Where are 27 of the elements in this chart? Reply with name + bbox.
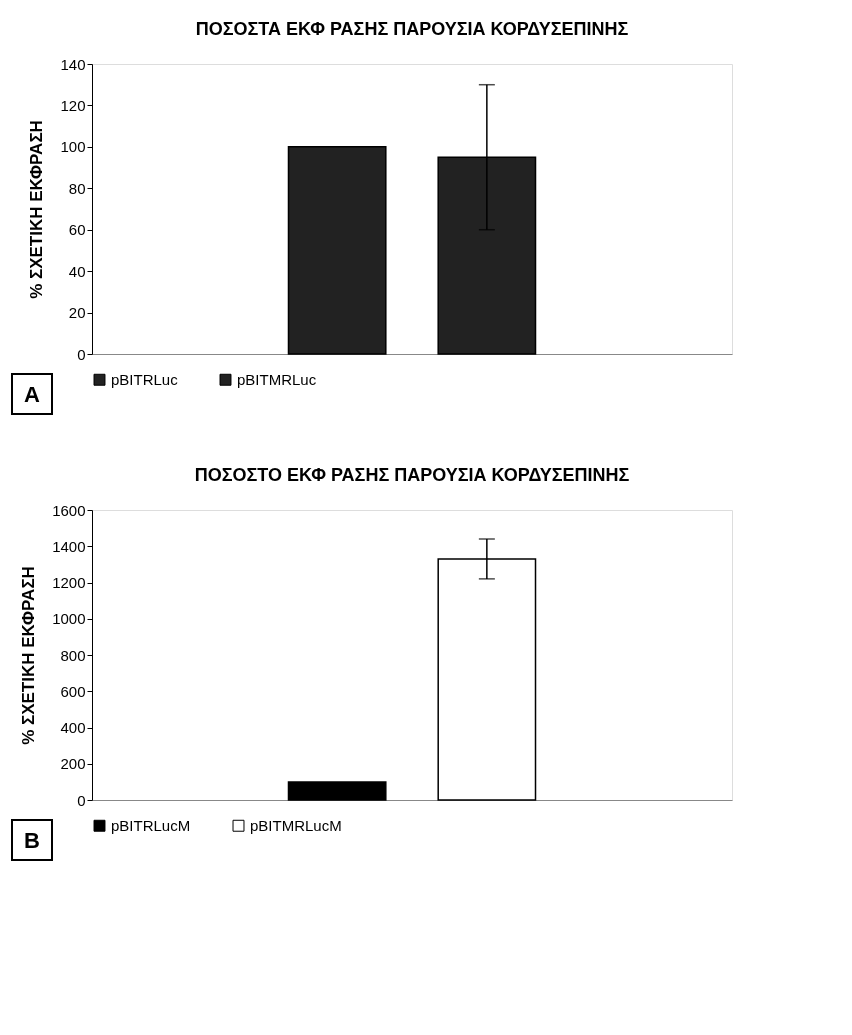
y-tick-label: 0 bbox=[77, 791, 86, 809]
legend-label: pBITMRLucM bbox=[250, 816, 342, 834]
chart-title: ΠΟΣΟΣΤΑ ΕΚΦ ΡΑΣΗΣ ΠΑΡΟΥΣΙΑ ΚΟΡΔΥΣΕΠΙΝΗΣ bbox=[195, 19, 629, 39]
y-tick-label: 0 bbox=[77, 345, 86, 363]
y-tick-label: 140 bbox=[60, 55, 86, 73]
y-tick-label: 40 bbox=[68, 262, 86, 280]
text: A bbox=[24, 382, 41, 407]
y-tick-label: 600 bbox=[60, 682, 86, 700]
y-tick-label: 1200 bbox=[52, 574, 86, 591]
y-tick-label: 800 bbox=[60, 646, 86, 664]
legend-label: pBITRLuc bbox=[111, 370, 179, 388]
y-tick-label: 60 bbox=[68, 221, 86, 239]
chart-title: ΠΟΣΟΣΤΟ ΕΚΦ ΡΑΣΗΣ ΠΑΡΟΥΣΙΑ ΚΟΡΔΥΣΕΠΙΝΗΣ bbox=[194, 465, 630, 485]
y-tick-label: 400 bbox=[60, 719, 86, 736]
legend-label: pBITRLucM bbox=[111, 816, 191, 834]
y-tick-label: 200 bbox=[60, 755, 86, 773]
y-tick-label: 1000 bbox=[52, 610, 86, 628]
y-tick-label: 100 bbox=[60, 138, 86, 156]
y-tick-label: 80 bbox=[68, 179, 86, 197]
y-tick-label: 120 bbox=[60, 96, 86, 114]
y-tick-label: 1400 bbox=[52, 537, 86, 555]
y-tick-label: 20 bbox=[68, 304, 86, 322]
y-axis-title: % ΣΧΕΤΙΚΗ ΕΚΦΡΑΣΗ bbox=[27, 120, 47, 299]
y-tick-label: 1600 bbox=[52, 501, 86, 519]
y-axis-title: % ΣΧΕΤΙΚΗ ΕΚΦΡΑΣΗ bbox=[19, 566, 39, 745]
legend-label: pBITMRLuc bbox=[237, 370, 317, 388]
text: B bbox=[24, 828, 40, 853]
